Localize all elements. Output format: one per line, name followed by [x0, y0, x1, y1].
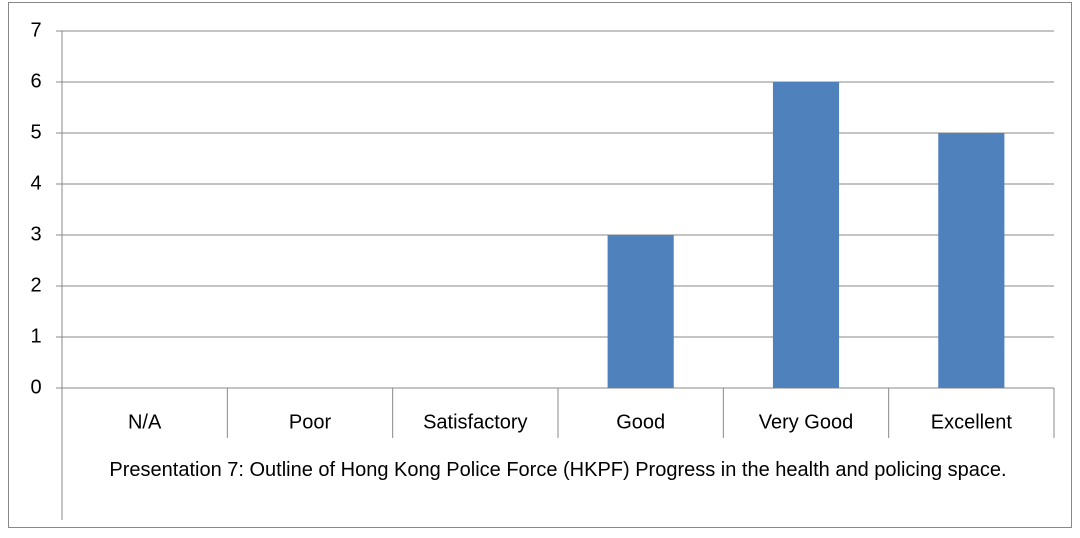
y-tick-label: 5 — [30, 121, 41, 143]
x-tick-label: Good — [616, 411, 665, 433]
bar — [607, 235, 674, 388]
chart-border — [8, 2, 1072, 528]
bar — [772, 82, 840, 388]
y-tick-label: 4 — [30, 172, 41, 194]
x-tick-label: Satisfactory — [423, 411, 527, 433]
bar — [938, 133, 1005, 388]
y-tick-label: 2 — [30, 274, 41, 296]
x-tick-label: N/A — [128, 411, 162, 433]
y-tick-label: 3 — [30, 223, 41, 245]
x-tick-label: Poor — [289, 411, 332, 433]
x-axis-title: Presentation 7: Outline of Hong Kong Pol… — [109, 459, 1007, 481]
y-tick-label: 6 — [30, 70, 41, 92]
y-tick-label: 7 — [30, 19, 41, 41]
x-tick-label: Excellent — [931, 411, 1013, 433]
y-tick-label: 1 — [30, 325, 41, 347]
y-tick-label: 0 — [30, 376, 41, 398]
x-tick-label: Very Good — [759, 411, 854, 433]
